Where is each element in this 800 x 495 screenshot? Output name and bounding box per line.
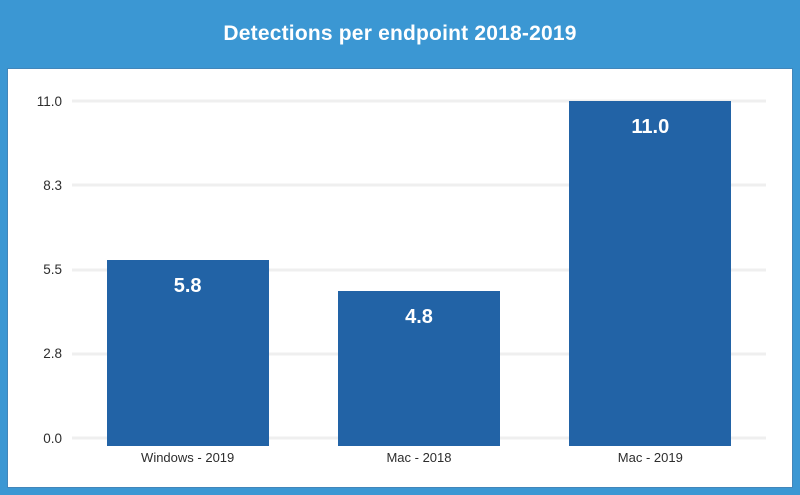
x-axis-label: Mac - 2019	[617, 450, 683, 465]
x-axis-labels: Windows - 2019 Mac - 2018 Mac - 2019	[72, 450, 766, 465]
bar-value-label: 4.8	[405, 305, 433, 328]
chart-title: Detections per endpoint 2018-2019	[223, 22, 577, 45]
y-tick-label: 0.0	[43, 430, 62, 446]
bar-value-label: 5.8	[173, 275, 202, 298]
x-axis-label: Windows - 2019	[141, 450, 235, 465]
bar-slot: 4.8	[303, 101, 534, 446]
bars-layer: 5.8 4.8 11.0	[72, 101, 766, 446]
y-tick-label: 5.5	[43, 262, 62, 277]
chart-panel: 0.0 2.8 5.5 8.3 11.0 5.8 4.8 11.0 Windows - 201…	[7, 68, 793, 488]
y-tick-label: 8.3	[43, 177, 62, 193]
bar-slot: 11.0	[535, 101, 766, 446]
chart-header: Detections per endpoint 2018-2019	[0, 0, 800, 68]
y-tick-label: 11.0	[36, 93, 62, 109]
gridline: 5.5	[43, 262, 766, 277]
gridline: 8.3	[43, 178, 766, 193]
bar-mac-2019: 11.0	[569, 101, 732, 446]
bar-chart: 0.0 2.8 5.5 8.3 11.0 5.8 4.8 11.0 Windows - 201…	[37, 94, 766, 465]
plot-area: 0.0 2.8 5.5 8.3 11.0 5.8 4.8 11.0	[37, 94, 766, 446]
gridline: 11.0	[37, 94, 766, 109]
bar-value-label: 11.0	[631, 116, 670, 138]
x-axis-label: Mac - 2018	[386, 450, 452, 465]
bar-slot: 5.8	[72, 101, 303, 446]
y-tick-label: 2.8	[43, 346, 62, 362]
bar-mac-2018: 4.8	[338, 290, 500, 446]
bar-windows-2019: 5.8	[106, 260, 269, 446]
